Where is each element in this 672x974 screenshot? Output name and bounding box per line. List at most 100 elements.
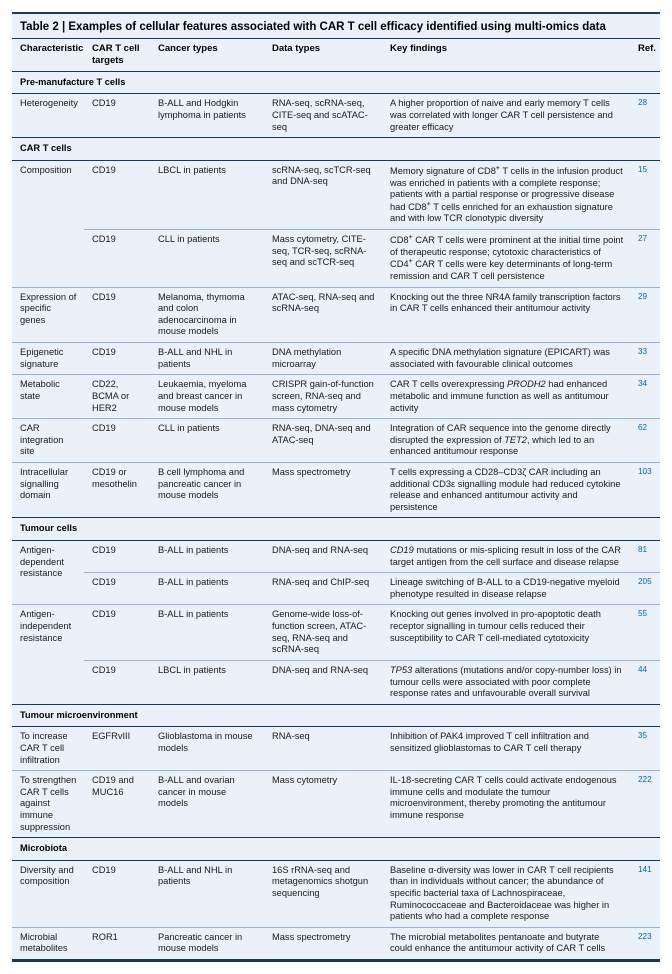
cell-cancer: Glioblastoma in mouse models bbox=[150, 727, 264, 771]
table-row: Antigen-independent resistanceCD19B-ALL … bbox=[12, 605, 660, 660]
cell-ref: 205 bbox=[630, 573, 660, 605]
col-ref: Ref. bbox=[630, 39, 660, 71]
cell-targets: CD19 bbox=[84, 573, 150, 605]
cell-data: CRISPR gain-of-function screen, RNA-seq … bbox=[264, 375, 382, 419]
cell-findings: Inhibition of PAK4 improved T cell infil… bbox=[382, 727, 630, 771]
cell-characteristic: Antigen-dependent resistance bbox=[12, 541, 84, 605]
cell-findings: The microbial metabolites pentanoate and… bbox=[382, 927, 630, 959]
cell-ref: 28 bbox=[630, 94, 660, 138]
cell-cancer: B-ALL and NHL in patients bbox=[150, 860, 264, 927]
cell-cancer: B-ALL in patients bbox=[150, 541, 264, 573]
cell-targets: CD19 bbox=[84, 860, 150, 927]
cell-targets: CD19 bbox=[84, 160, 150, 229]
cell-ref: 62 bbox=[630, 419, 660, 463]
table-body: Characteristic CAR T cell targets Cancer… bbox=[12, 39, 660, 960]
cell-findings: TP53 alterations (mutations and/or copy-… bbox=[382, 660, 630, 704]
cell-data: Mass cytometry, CITE-seq, TCR-seq, scRNA… bbox=[264, 230, 382, 288]
col-targets: CAR T cell targets bbox=[84, 39, 150, 71]
cell-data: ATAC-seq, RNA-seq and scRNA-seq bbox=[264, 287, 382, 342]
cell-targets: ROR1 bbox=[84, 927, 150, 959]
cell-characteristic: Metabolic state bbox=[12, 375, 84, 419]
cell-cancer: B-ALL and ovarian cancer in mouse models bbox=[150, 771, 264, 838]
cell-ref: 223 bbox=[630, 927, 660, 959]
section-name: CAR T cells bbox=[12, 138, 660, 161]
cell-findings: Knocking out the three NR4A family trans… bbox=[382, 287, 630, 342]
section-name: Tumour cells bbox=[12, 518, 660, 541]
cell-characteristic: To increase CAR T cell infiltration bbox=[12, 727, 84, 771]
cell-targets: CD19 bbox=[84, 660, 150, 704]
table-row: Diversity and compositionCD19B-ALL and N… bbox=[12, 860, 660, 927]
cell-characteristic: Expression of specific genes bbox=[12, 287, 84, 342]
cell-data: 16S rRNA-seq and metagenomics shotgun se… bbox=[264, 860, 382, 927]
cell-targets: CD19 bbox=[84, 419, 150, 463]
cell-data: Mass cytometry bbox=[264, 771, 382, 838]
cell-cancer: B-ALL and Hodgkin lymphoma in patients bbox=[150, 94, 264, 138]
table-row: Expression of specific genesCD19Melanoma… bbox=[12, 287, 660, 342]
cell-cancer: Pancreatic cancer in mouse models bbox=[150, 927, 264, 959]
header-row: Characteristic CAR T cell targets Cancer… bbox=[12, 39, 660, 71]
cell-data: DNA methylation microarray bbox=[264, 343, 382, 375]
section-header: Tumour microenvironment bbox=[12, 704, 660, 727]
cell-findings: T cells expressing a CD28–CD3ζ CAR inclu… bbox=[382, 462, 630, 517]
cell-cancer: B-ALL in patients bbox=[150, 605, 264, 660]
cell-data: DNA-seq and RNA-seq bbox=[264, 660, 382, 704]
cell-findings: CD19 mutations or mis-splicing result in… bbox=[382, 541, 630, 573]
cell-data: RNA-seq bbox=[264, 727, 382, 771]
cell-characteristic: Composition bbox=[12, 160, 84, 287]
section-header: CAR T cells bbox=[12, 138, 660, 161]
cell-ref: 35 bbox=[630, 727, 660, 771]
cell-cancer: Leukaemia, myeloma and breast cancer in … bbox=[150, 375, 264, 419]
table-row: CD19B-ALL in patientsRNA-seq and ChIP-se… bbox=[12, 573, 660, 605]
cell-ref: 103 bbox=[630, 462, 660, 517]
cell-targets: CD19 bbox=[84, 605, 150, 660]
cell-characteristic: To strengthen CAR T cells against immune… bbox=[12, 771, 84, 838]
cell-findings: Memory signature of CD8+ T cells in the … bbox=[382, 160, 630, 229]
table-row: CD19CLL in patientsMass cytometry, CITE-… bbox=[12, 230, 660, 288]
cell-findings: Lineage switching of B-ALL to a CD19-neg… bbox=[382, 573, 630, 605]
cell-cancer: CLL in patients bbox=[150, 230, 264, 288]
cell-ref: 33 bbox=[630, 343, 660, 375]
table-row: To strengthen CAR T cells against immune… bbox=[12, 771, 660, 838]
table-row: To increase CAR T cell infiltrationEGFRv… bbox=[12, 727, 660, 771]
cell-characteristic: Microbial metabolites bbox=[12, 927, 84, 959]
section-header: Pre-manufacture T cells bbox=[12, 71, 660, 94]
cell-ref: 34 bbox=[630, 375, 660, 419]
cell-findings: CAR T cells overexpressing PRODH2 had en… bbox=[382, 375, 630, 419]
cell-data: DNA-seq and RNA-seq bbox=[264, 541, 382, 573]
table-2: Table 2 | Examples of cellular features … bbox=[12, 12, 660, 962]
section-name: Tumour microenvironment bbox=[12, 704, 660, 727]
table-row: CD19LBCL in patientsDNA-seq and RNA-seqT… bbox=[12, 660, 660, 704]
table-row: Intracellular signalling domainCD19 or m… bbox=[12, 462, 660, 517]
table-row: HeterogeneityCD19B-ALL and Hodgkin lymph… bbox=[12, 94, 660, 138]
table-row: Epigenetic signatureCD19B-ALL and NHL in… bbox=[12, 343, 660, 375]
cell-targets: CD19 and MUC16 bbox=[84, 771, 150, 838]
cell-ref: 141 bbox=[630, 860, 660, 927]
section-header: Tumour cells bbox=[12, 518, 660, 541]
table-row: Microbial metabolitesROR1Pancreatic canc… bbox=[12, 927, 660, 959]
cell-targets: CD19 bbox=[84, 541, 150, 573]
cell-targets: CD19 bbox=[84, 287, 150, 342]
cell-findings: Baseline α-diversity was lower in CAR T … bbox=[382, 860, 630, 927]
cell-characteristic: Antigen-independent resistance bbox=[12, 605, 84, 704]
cell-cancer: B-ALL in patients bbox=[150, 573, 264, 605]
cell-data: RNA-seq and ChIP-seq bbox=[264, 573, 382, 605]
cell-data: scRNA-seq, scTCR-seq and DNA-seq bbox=[264, 160, 382, 229]
cell-data: Mass spectrometry bbox=[264, 462, 382, 517]
cell-cancer: LBCL in patients bbox=[150, 160, 264, 229]
cell-cancer: LBCL in patients bbox=[150, 660, 264, 704]
cell-characteristic: Diversity and composition bbox=[12, 860, 84, 927]
cell-findings: A higher proportion of naive and early m… bbox=[382, 94, 630, 138]
cell-targets: CD19 bbox=[84, 230, 150, 288]
cell-cancer: Melanoma, thymoma and colon adenocarcino… bbox=[150, 287, 264, 342]
cell-characteristic: Heterogeneity bbox=[12, 94, 84, 138]
table-row: Metabolic stateCD22, BCMA or HER2Leukaem… bbox=[12, 375, 660, 419]
cell-findings: IL-18-secreting CAR T cells could activa… bbox=[382, 771, 630, 838]
section-name: Microbiota bbox=[12, 838, 660, 861]
cell-findings: Integration of CAR sequence into the gen… bbox=[382, 419, 630, 463]
cell-data: Mass spectrometry bbox=[264, 927, 382, 959]
section-header: Microbiota bbox=[12, 838, 660, 861]
cell-targets: CD22, BCMA or HER2 bbox=[84, 375, 150, 419]
cell-ref: 44 bbox=[630, 660, 660, 704]
cell-targets: CD19 or mesothelin bbox=[84, 462, 150, 517]
cell-characteristic: Intracellular signalling domain bbox=[12, 462, 84, 517]
